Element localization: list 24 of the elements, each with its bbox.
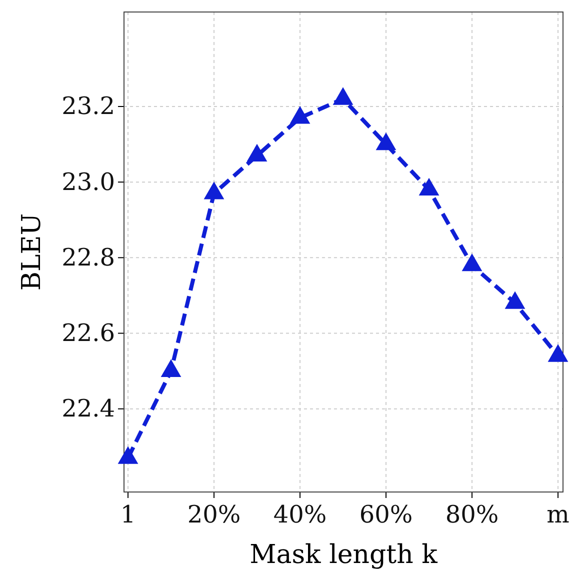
point <box>204 182 224 200</box>
y-tick-label: 23.2 <box>62 92 115 120</box>
point <box>548 344 568 362</box>
y-tick-label: 22.4 <box>62 394 115 423</box>
x-tick-label: m <box>546 500 570 529</box>
y-tick-label: 22.8 <box>62 243 115 272</box>
x-tick-label: 20% <box>187 500 241 529</box>
point <box>462 253 482 272</box>
point <box>290 106 310 124</box>
point <box>246 144 268 162</box>
x-tick-label: 60% <box>359 500 413 529</box>
point <box>332 87 354 105</box>
point <box>376 132 396 150</box>
x-axis-title: Mask length k <box>250 540 438 569</box>
x-tick-label: 40% <box>273 500 327 529</box>
x-tick-label: 80% <box>445 500 499 529</box>
y-axis-title: BLEU <box>17 213 47 291</box>
point <box>160 359 182 377</box>
point <box>118 446 138 464</box>
y-tick-label: 22.6 <box>62 318 115 347</box>
point <box>418 178 440 196</box>
x-tick-label: 1 <box>120 500 136 529</box>
y-tick-label: 23.0 <box>62 168 115 196</box>
point <box>504 291 526 309</box>
